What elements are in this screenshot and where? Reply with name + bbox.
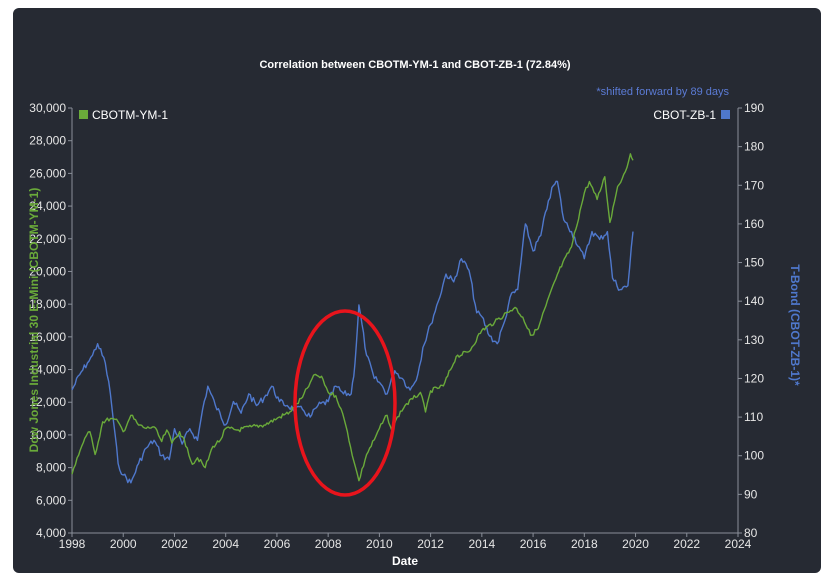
chart-title: Correlation between CBOTM-YM-1 and CBOT-… [259, 59, 570, 71]
series-line-cbotm-ym-1 [71, 153, 634, 482]
x-axis-ticks: 1998 2000 2002 2004 2006 2008 2010 2012 2014 2016… [59, 533, 752, 551]
x-tick-label: 2010 [366, 537, 393, 551]
chart-panel [13, 8, 821, 573]
x-tick-label: 2022 [673, 537, 700, 551]
left-tick-label: 8,000 [36, 461, 66, 475]
left-tick-label: 24,000 [29, 199, 66, 213]
left-tick-label: 28,000 [29, 134, 66, 148]
left-axis-title: Dow Jones Industrial 30 E-Mini (CBOTM-YM… [27, 188, 41, 453]
right-axis-title: T-Bond (CBOT-ZB-1)* [788, 264, 802, 386]
highlight-circle [293, 309, 397, 497]
x-tick-label: 2012 [417, 537, 444, 551]
x-tick-label: 2018 [571, 537, 598, 551]
legend-label-ym: CBOTM-YM-1 [92, 108, 168, 122]
x-tick-label: 2016 [520, 537, 547, 551]
x-tick-label: 2000 [110, 537, 137, 551]
x-tick-label: 2020 [622, 537, 649, 551]
left-tick-label: 16,000 [29, 330, 66, 344]
x-tick-label: 2006 [264, 537, 291, 551]
left-tick-label: 12,000 [29, 395, 66, 409]
right-tick-label: 170 [744, 178, 764, 192]
right-tick-label: 90 [744, 487, 758, 501]
right-tick-label: 130 [744, 333, 764, 347]
legend-marker-ym [79, 110, 88, 119]
legend-marker-zb [721, 110, 730, 119]
left-tick-label: 26,000 [29, 166, 66, 180]
right-axis-ticks: 80 90 100 110 120 130 140 150 160 170 180 190 [738, 101, 764, 540]
right-tick-label: 140 [744, 294, 764, 308]
shift-note: *shifted forward by 89 days [596, 86, 729, 98]
x-tick-label: 2014 [468, 537, 495, 551]
right-tick-label: 150 [744, 256, 764, 270]
right-tick-label: 180 [744, 140, 764, 154]
right-tick-label: 110 [744, 410, 763, 424]
x-tick-label: 2024 [725, 537, 752, 551]
series-line-cbot-zb-1 [71, 180, 634, 484]
left-tick-label: 6,000 [36, 493, 66, 507]
right-tick-label: 190 [744, 101, 764, 115]
x-tick-label: 2004 [212, 537, 239, 551]
left-tick-label: 18,000 [29, 297, 66, 311]
left-tick-label: 10,000 [29, 428, 66, 442]
left-tick-label: 30,000 [29, 101, 66, 115]
x-tick-label: 1998 [59, 537, 86, 551]
x-axis-title: Date [392, 554, 418, 568]
left-axis-ticks: 4,000 6,000 8,000 10,000 12,000 14,000 16,000 1… [29, 101, 72, 540]
left-tick-label: 14,000 [29, 363, 66, 377]
x-tick-label: 2008 [315, 537, 342, 551]
right-tick-label: 80 [744, 526, 758, 540]
left-tick-label: 20,000 [29, 264, 66, 278]
legend-label-zb: CBOT-ZB-1 [653, 108, 716, 122]
right-tick-label: 160 [744, 217, 764, 231]
x-tick-label: 2002 [161, 537, 188, 551]
right-tick-label: 100 [744, 449, 764, 463]
right-tick-label: 120 [744, 371, 764, 385]
left-tick-label: 4,000 [36, 526, 66, 540]
series-lines [71, 153, 634, 484]
left-tick-label: 22,000 [29, 232, 66, 246]
